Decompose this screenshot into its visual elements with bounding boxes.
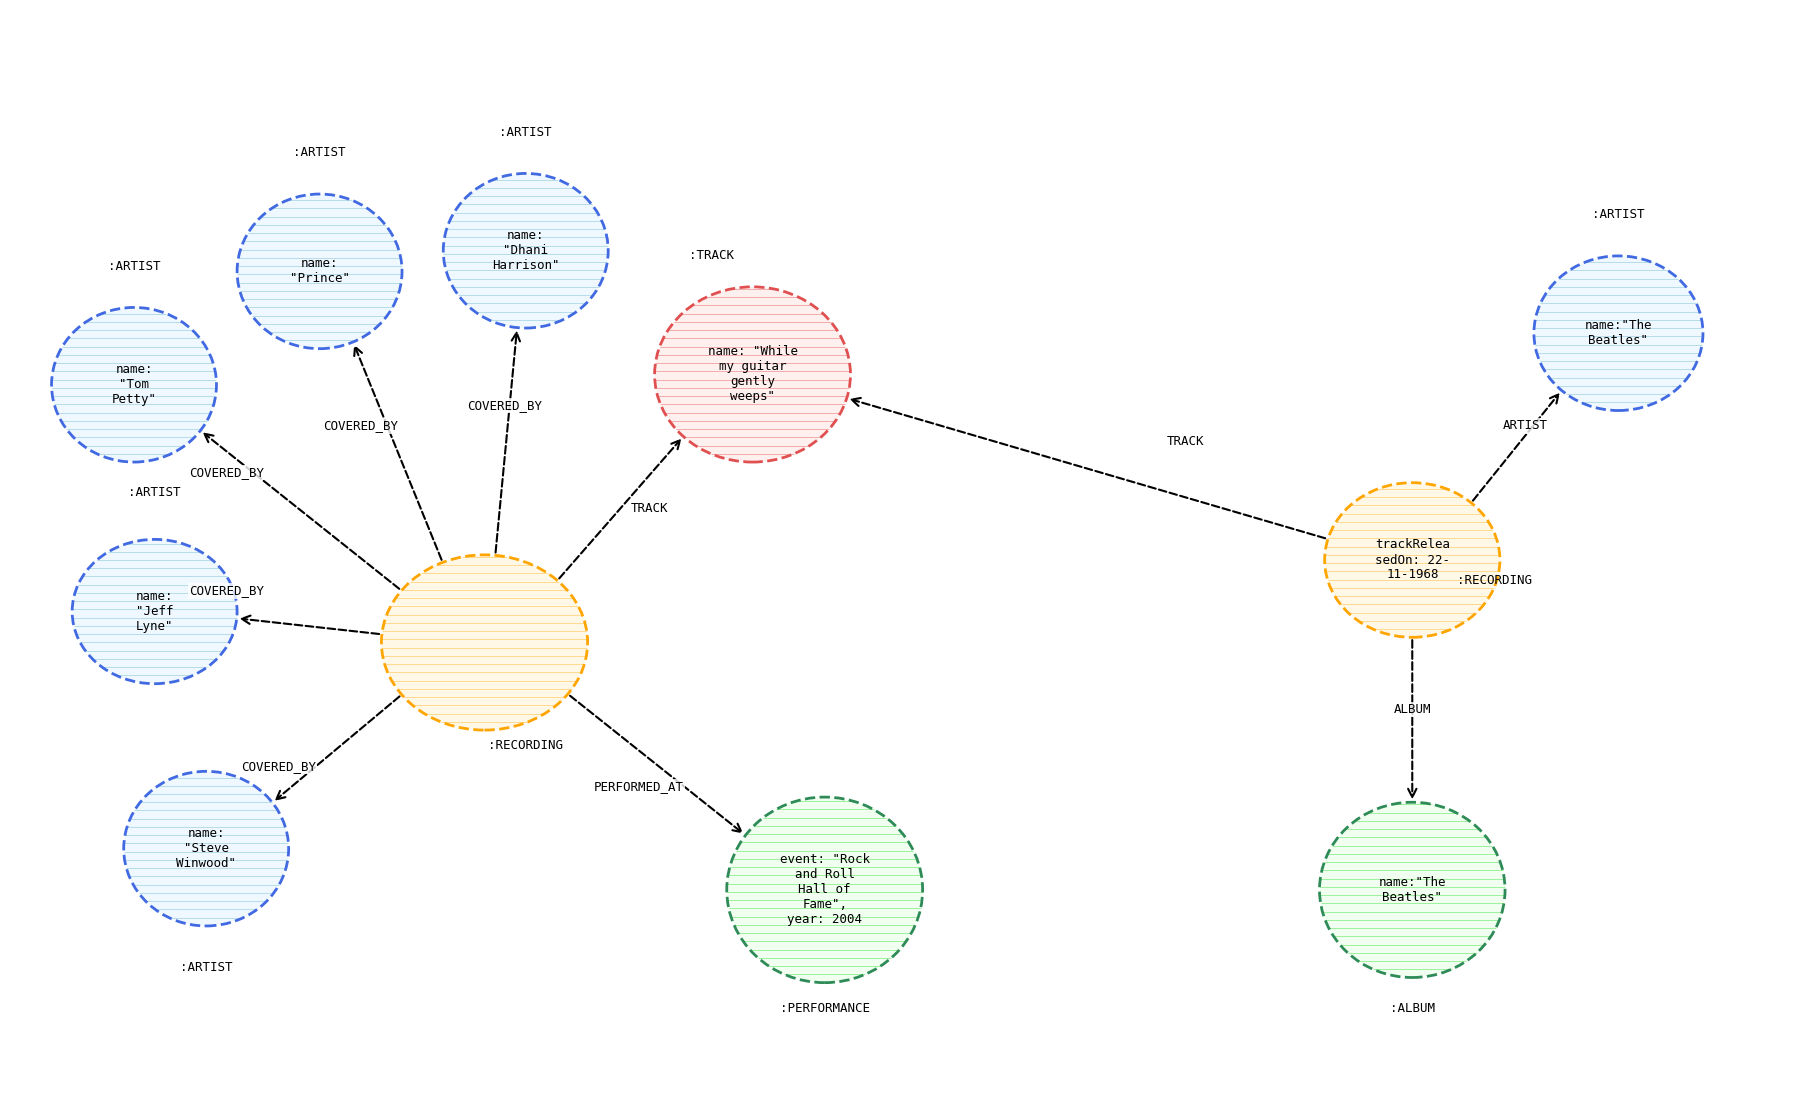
- Text: name:
"Tom
Petty": name: "Tom Petty": [112, 363, 157, 407]
- Text: name: "While
my guitar
gently
weeps": name: "While my guitar gently weeps": [707, 345, 797, 403]
- Ellipse shape: [52, 308, 216, 463]
- Text: name:
"Steve
Winwood": name: "Steve Winwood": [177, 828, 236, 870]
- Ellipse shape: [124, 772, 289, 926]
- Text: :PERFORMANCE: :PERFORMANCE: [779, 1002, 870, 1015]
- Text: :ARTIST: :ARTIST: [128, 486, 180, 500]
- Text: :RECORDING: :RECORDING: [489, 739, 563, 752]
- Text: TRACK: TRACK: [1167, 435, 1205, 448]
- Ellipse shape: [1324, 483, 1499, 637]
- Text: name:
"Jeff
Lyne": name: "Jeff Lyne": [135, 590, 173, 633]
- Text: PERFORMED_AT: PERFORMED_AT: [594, 781, 684, 793]
- Ellipse shape: [727, 797, 922, 982]
- Text: name:
"Prince": name: "Prince": [290, 258, 350, 286]
- Text: ARTIST: ARTIST: [1503, 420, 1548, 432]
- Text: event: "Rock
and Roll
Hall of
Fame",
year: 2004: event: "Rock and Roll Hall of Fame", yea…: [779, 853, 870, 926]
- Text: name:"The
Beatles": name:"The Beatles": [1378, 876, 1447, 904]
- Ellipse shape: [236, 194, 402, 348]
- Text: :ARTIST: :ARTIST: [180, 961, 233, 973]
- Ellipse shape: [381, 554, 588, 730]
- Text: COVERED_BY: COVERED_BY: [323, 420, 399, 432]
- Ellipse shape: [1533, 255, 1703, 411]
- Text: :ARTIST: :ARTIST: [500, 125, 552, 139]
- Ellipse shape: [1319, 802, 1505, 978]
- Text: :RECORDING: :RECORDING: [1458, 575, 1532, 587]
- Text: :ARTIST: :ARTIST: [108, 260, 161, 272]
- Text: COVERED_BY: COVERED_BY: [189, 585, 265, 597]
- Text: :ARTIST: :ARTIST: [1593, 208, 1645, 221]
- Text: name:
"Dhani
Harrison": name: "Dhani Harrison": [492, 230, 559, 272]
- Text: TRACK: TRACK: [631, 502, 667, 515]
- Text: ALBUM: ALBUM: [1393, 703, 1431, 716]
- Text: :ARTIST: :ARTIST: [294, 147, 346, 159]
- Text: COVERED_BY: COVERED_BY: [189, 466, 265, 479]
- Text: COVERED_BY: COVERED_BY: [240, 759, 316, 773]
- Text: COVERED_BY: COVERED_BY: [467, 399, 543, 412]
- Text: trackRelea
sedOn: 22-
11-1968: trackRelea sedOn: 22- 11-1968: [1375, 539, 1450, 581]
- Text: name:"The
Beatles": name:"The Beatles": [1584, 319, 1652, 347]
- Text: :TRACK: :TRACK: [689, 250, 734, 262]
- Ellipse shape: [444, 174, 608, 328]
- Ellipse shape: [72, 540, 236, 683]
- Ellipse shape: [655, 287, 850, 463]
- Text: :ALBUM: :ALBUM: [1389, 1002, 1434, 1015]
